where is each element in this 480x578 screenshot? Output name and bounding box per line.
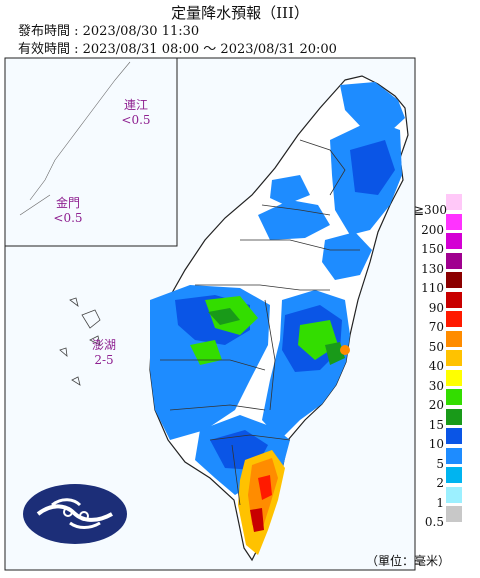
legend-swatch xyxy=(446,330,462,347)
legend-swatch xyxy=(446,486,462,503)
legend-label: 1 xyxy=(436,495,444,510)
penghu-islands xyxy=(59,297,101,386)
legend-label: 20 xyxy=(428,398,444,412)
legend-label: 2 xyxy=(436,476,444,490)
legend-label: 90 xyxy=(428,300,444,315)
cwa-logo-icon xyxy=(23,484,127,544)
place-kinmen: 金門 <0.5 xyxy=(53,196,83,225)
legend-label: 50 xyxy=(428,339,444,354)
legend-swatch xyxy=(446,233,462,249)
legend-label: ≧300 xyxy=(414,203,447,217)
legend-label: 40 xyxy=(428,359,444,373)
legend-label: 5 xyxy=(436,456,444,471)
legend-swatch xyxy=(446,447,462,464)
legend-label: 0.5 xyxy=(424,515,444,529)
legend-swatch xyxy=(446,506,462,522)
legend-unit: （單位：毫米） xyxy=(366,554,451,568)
legend-swatch xyxy=(446,467,462,483)
legend-swatch xyxy=(446,369,462,386)
legend-label: 70 xyxy=(428,320,444,334)
legend-swatch xyxy=(446,389,462,405)
legend-swatch xyxy=(446,408,462,425)
legend-label: 15 xyxy=(428,417,444,432)
legend-label: 110 xyxy=(421,281,444,295)
legend-label: 150 xyxy=(421,242,444,256)
county-borders xyxy=(160,139,360,506)
rain-zone-15-20mm xyxy=(190,296,345,365)
issue-time: 發布時間 : 2023/08/30 11:30 xyxy=(18,24,200,39)
legend-label: 10 xyxy=(428,437,444,451)
legend-swatch xyxy=(446,272,462,288)
legend-swatch xyxy=(446,350,462,366)
legend-swatch xyxy=(446,291,462,308)
legend-swatch xyxy=(446,194,462,210)
legend-label: 130 xyxy=(421,261,444,276)
place-penghu: 澎湖 2-5 xyxy=(91,338,116,367)
legend-label: 200 xyxy=(421,222,444,237)
place-lienchiang: 連江 <0.5 xyxy=(121,98,151,127)
rain-zone-southern-heavy xyxy=(238,345,350,555)
legend-swatch xyxy=(446,428,462,444)
legend-swatch xyxy=(446,311,462,327)
legend-swatch xyxy=(446,213,462,230)
legend-swatch xyxy=(446,252,462,269)
valid-time: 有效時間 : 2023/08/31 08:00 ～ 2023/08/31 20:… xyxy=(18,42,337,57)
legend-label: 30 xyxy=(428,378,444,393)
offshore-inset xyxy=(4,57,178,247)
product-title: 定量降水預報（III） xyxy=(171,4,309,22)
